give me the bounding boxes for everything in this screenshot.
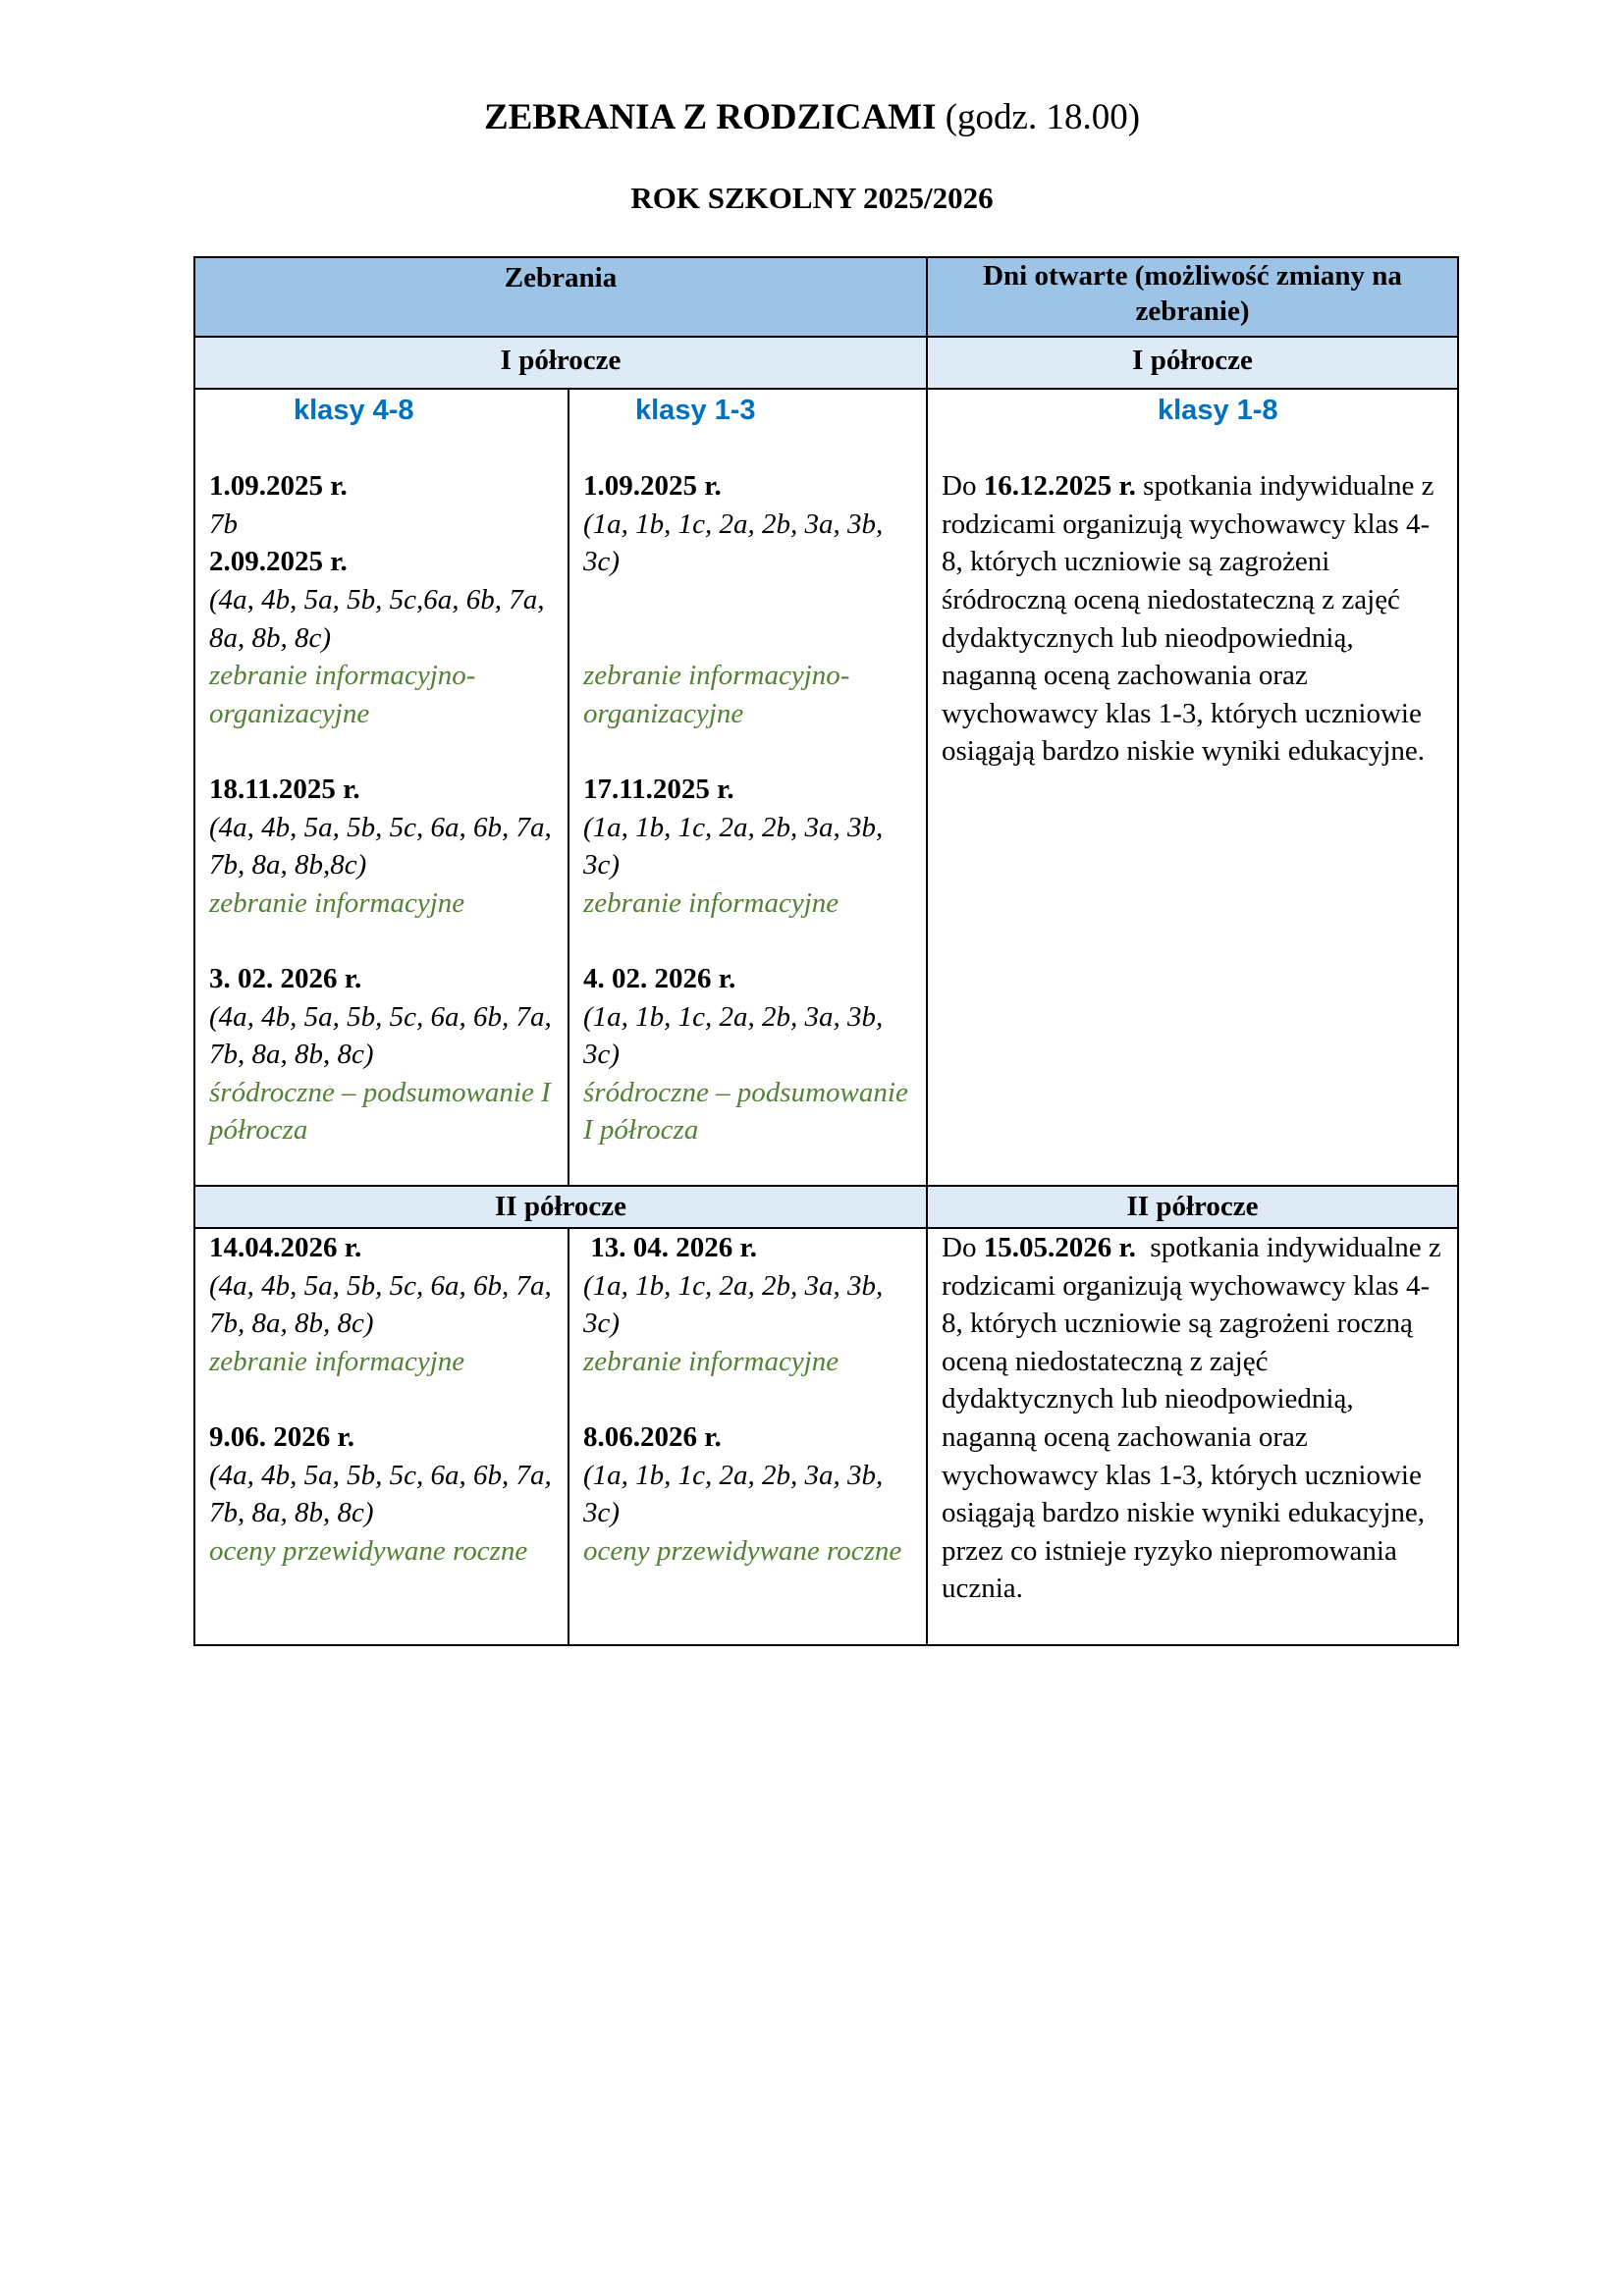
- meeting-type: oceny przewidywane roczne: [583, 1534, 902, 1567]
- spacer: [583, 922, 914, 960]
- meeting-type: zebranie informacyjne: [583, 886, 839, 919]
- meeting-type: zebranie informacyjne: [583, 1345, 839, 1377]
- meeting-date: 1.09.2025 r.: [209, 470, 348, 503]
- half2-grades-1-3: 13. 04. 2026 r. (1a, 1b, 1c, 2a, 2b, 3a, …: [568, 1227, 928, 1646]
- meeting-type: zebranie informacyjno-organizacyjne: [583, 660, 850, 729]
- meeting-date: 8.06.2026 r.: [583, 1420, 722, 1453]
- class-list: (4a, 4b, 5a, 5b, 5c, 6a, 6b, 7a, 7b, 8a,…: [209, 1459, 560, 1529]
- school-year: ROK SZKOLNY 2025/2026: [630, 181, 994, 215]
- meeting-type: oceny przewidywane roczne: [209, 1534, 528, 1567]
- spacer: [583, 1380, 914, 1418]
- half2-meetings-header: II półrocze: [193, 1185, 928, 1229]
- class-list: (1a, 1b, 1c, 2a, 2b, 3a, 3b, 3c): [583, 811, 891, 881]
- half1-grades-4-8: klasy 4-8 1.09.2025 r. 7b 2.09.2025 r. (4a, …: [193, 388, 569, 1187]
- class-list: (1a, 1b, 1c, 2a, 2b, 3a, 3b, 3c): [583, 1459, 891, 1529]
- half2-open-days: Do 15.05.2026 r. spotkania indywidualne …: [926, 1227, 1459, 1646]
- spacer: [583, 732, 914, 771]
- header-meetings: Zebrania: [193, 256, 928, 338]
- half1-right-label: I półrocze: [1132, 345, 1253, 376]
- header-open-days: Dni otwarte (możliwość zmiany na zebrani…: [926, 256, 1459, 338]
- spacer: [209, 1380, 556, 1418]
- header-open-days-label: Dni otwarte (możliwość zmiany na zebrani…: [983, 260, 1402, 327]
- half1-open-days: klasy 1-8 Do 16.12.2025 r. spotkania indy…: [926, 388, 1459, 1187]
- half1-meetings-header: I półrocze: [193, 336, 928, 390]
- spacer: [583, 430, 914, 468]
- meeting-date: 4. 02. 2026 r.: [583, 962, 736, 994]
- meeting-type: śródroczne – podsumowanie I półrocza: [209, 1076, 558, 1147]
- meeting-date: 17.11.2025 r.: [583, 773, 734, 805]
- half2-left-label: II półrocze: [495, 1191, 626, 1222]
- open-days-deadline: 15.05.2026 r.: [983, 1232, 1136, 1263]
- spacer: [209, 922, 556, 960]
- open-days-prefix: Do: [942, 470, 984, 503]
- meeting-type: śródroczne – podsumowanie I półrocza: [583, 1076, 916, 1147]
- class-group-heading: klasy 4-8: [294, 395, 414, 426]
- half1-grades-1-3: klasy 1-3 1.09.2025 r. (1a, 1b, 1c, 2a, 2b…: [568, 388, 928, 1187]
- header-meetings-label: Zebrania: [504, 262, 618, 294]
- spacer: [209, 430, 556, 468]
- open-days-description: spotkania indywidualne z rodzicami organ…: [942, 470, 1441, 768]
- class-list: (4a, 4b, 5a, 5b, 5c,6a, 6b, 7a, 8a, 8b, …: [209, 583, 552, 654]
- class-list: 7b: [209, 507, 238, 540]
- spacer: [583, 619, 914, 658]
- half2-grades-4-8: 14.04.2026 r. (4a, 4b, 5a, 5b, 5c, 6a, 6b…: [193, 1227, 569, 1646]
- meeting-type: zebranie informacyjne: [209, 886, 465, 919]
- half2-open-header: II półrocze: [926, 1185, 1459, 1229]
- title-bold: ZEBRANIA Z RODZICAMI: [483, 97, 937, 137]
- meeting-date: 2.09.2025 r.: [209, 546, 348, 578]
- class-list: (1a, 1b, 1c, 2a, 2b, 3a, 3b, 3c): [583, 1000, 891, 1071]
- meeting-date: 3. 02. 2026 r.: [209, 962, 362, 994]
- page-title: ZEBRANIA Z RODZICAMI (godz. 18.00): [0, 96, 1624, 138]
- class-list: (1a, 1b, 1c, 2a, 2b, 3a, 3b, 3c): [583, 507, 891, 578]
- class-group-heading: klasy 1-3: [635, 395, 756, 426]
- class-list: (4a, 4b, 5a, 5b, 5c, 6a, 6b, 7a, 7b, 8a,…: [209, 1000, 560, 1071]
- half1-left-label: I półrocze: [500, 345, 622, 376]
- open-days-text: Do 16.12.2025 r. spotkania indywidualne …: [942, 470, 1441, 767]
- spacer: [583, 581, 914, 619]
- meeting-date: 9.06. 2026 r.: [209, 1420, 354, 1453]
- spacer: [209, 732, 556, 771]
- meeting-date: 1.09.2025 r.: [583, 470, 722, 503]
- open-days-deadline: 16.12.2025 r.: [983, 470, 1136, 503]
- meeting-type: zebranie informacyjne: [209, 1345, 465, 1377]
- open-days-text: Do 15.05.2026 r. spotkania indywidualne …: [942, 1232, 1448, 1604]
- class-list: (4a, 4b, 5a, 5b, 5c, 6a, 6b, 7a, 7b, 8a,…: [209, 811, 560, 881]
- meeting-type: zebranie informacyjno-organizacyjne: [209, 660, 476, 729]
- half2-right-label: II półrocze: [1126, 1191, 1259, 1222]
- class-group-heading: klasy 1-8: [1158, 395, 1278, 426]
- class-list: (1a, 1b, 1c, 2a, 2b, 3a, 3b, 3c): [583, 1269, 891, 1340]
- spacer: [942, 430, 1445, 468]
- meeting-date: 18.11.2025 r.: [209, 773, 360, 805]
- meeting-date: 14.04.2026 r.: [209, 1232, 362, 1263]
- class-list: (4a, 4b, 5a, 5b, 5c, 6a, 6b, 7a, 7b, 8a,…: [209, 1269, 560, 1340]
- open-days-prefix: Do: [942, 1232, 984, 1263]
- title-time: (godz. 18.00): [936, 97, 1141, 137]
- half1-open-header: I półrocze: [926, 336, 1459, 390]
- open-days-description: spotkania indywidualne z rodzicami organ…: [942, 1232, 1449, 1605]
- meeting-date: 13. 04. 2026 r.: [583, 1232, 757, 1263]
